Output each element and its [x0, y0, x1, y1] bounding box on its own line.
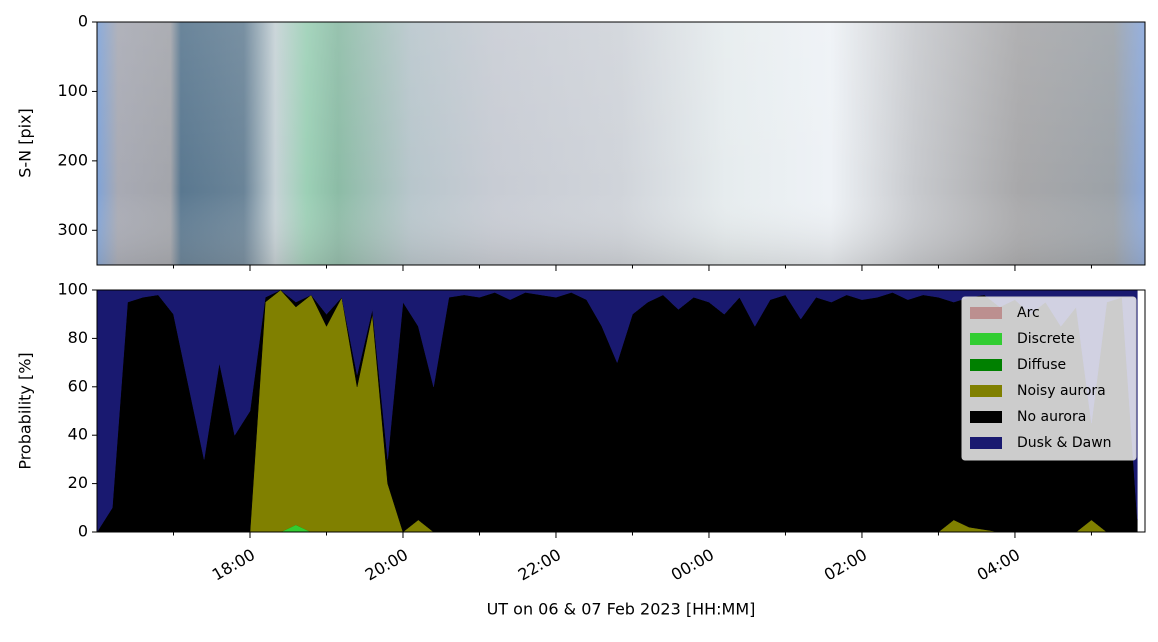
y-tick-label: 0: [78, 12, 88, 31]
legend-label: Discrete: [1017, 331, 1075, 347]
top-frame: [96, 21, 1146, 266]
legend-swatch: [970, 359, 1002, 371]
keogram-shade: [97, 22, 1145, 265]
legend-swatch: [970, 385, 1002, 397]
y-tick-label: 200: [57, 150, 88, 169]
legend-label: Arc: [1017, 305, 1040, 321]
x-label: UT on 06 & 07 Feb 2023 [HH:MM]: [487, 600, 756, 619]
y-tick-label: 100: [57, 81, 88, 100]
legend-swatch: [970, 411, 1002, 423]
y-tick-label: 80: [68, 328, 88, 347]
x-tick-label: 18:00: [209, 545, 258, 585]
bottom-frame: [96, 289, 1146, 533]
y-tick-label: 40: [68, 425, 88, 444]
bottom-y-label: Probability [%]: [16, 352, 35, 469]
top-y-label: S-N [pix]: [16, 108, 35, 178]
legend-label: Noisy aurora: [1017, 383, 1106, 399]
legend-frame: [961, 296, 1137, 461]
x-tick-label: 00:00: [668, 545, 717, 585]
legend-label: No aurora: [1017, 409, 1086, 425]
y-tick-label: 300: [57, 220, 88, 239]
x-tick-label: 22:00: [515, 545, 564, 585]
legend-label: Diffuse: [1017, 357, 1066, 373]
legend-swatch: [970, 437, 1002, 449]
legend-swatch: [970, 307, 1002, 319]
y-tick-label: 60: [68, 376, 88, 395]
x-tick-label: 04:00: [974, 545, 1023, 585]
x-tick-label: 02:00: [821, 545, 870, 585]
legend-label: Dusk & Dawn: [1017, 435, 1112, 451]
y-tick-label: 0: [78, 522, 88, 541]
y-tick-label: 100: [57, 280, 88, 299]
legend-swatch: [970, 333, 1002, 345]
x-tick-label: 20:00: [362, 545, 411, 585]
legend: Arc Discrete Diffuse Noisy aurora No aurora D…: [961, 296, 1137, 461]
y-tick-label: 20: [68, 473, 88, 492]
